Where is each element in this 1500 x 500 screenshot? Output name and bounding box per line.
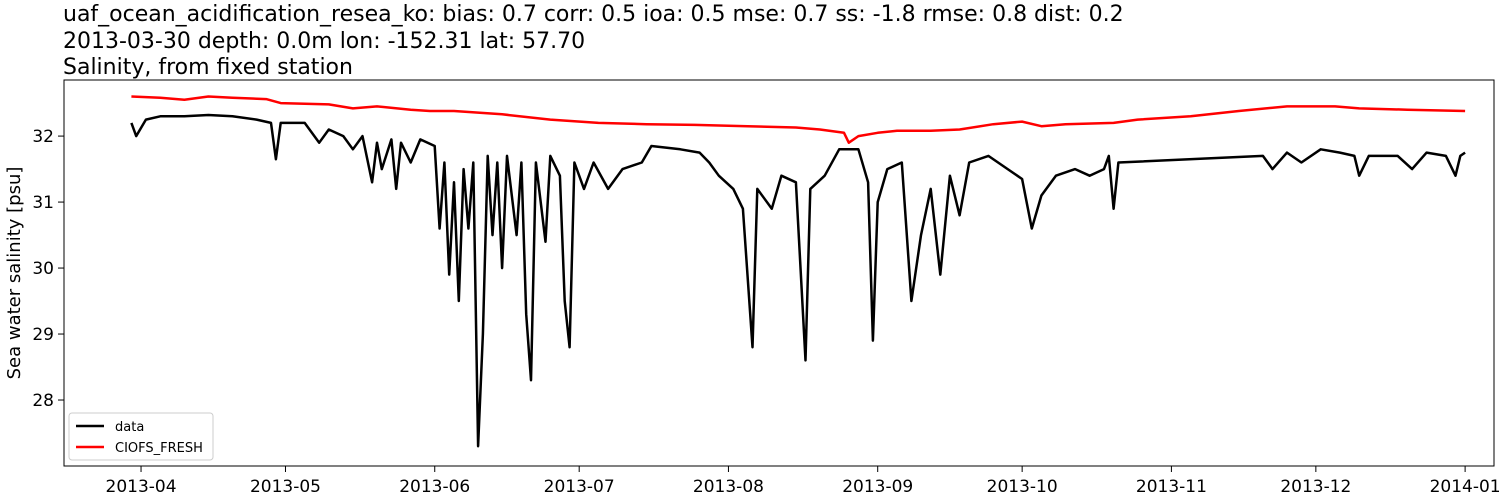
x-tick-label: 2013-04: [106, 477, 177, 497]
y-tick-label: 30: [32, 259, 54, 279]
legend-label-data: data: [115, 420, 144, 435]
x-tick-label: 2013-09: [842, 477, 913, 497]
x-tick-label: 2014-01: [1430, 477, 1500, 497]
y-tick-label: 32: [32, 127, 54, 147]
x-tick-label: 2013-11: [1136, 477, 1207, 497]
x-tick-label: 2013-05: [250, 477, 321, 497]
x-tick-label: 2013-10: [987, 477, 1058, 497]
y-axis-ticks: 28 29 30 31 32: [32, 127, 64, 411]
y-tick-label: 31: [32, 193, 54, 213]
legend: data CIOFS_FRESH: [68, 412, 214, 461]
legend-label-ciofs-fresh: CIOFS_FRESH: [115, 441, 203, 456]
x-tick-label: 2013-07: [544, 477, 615, 497]
x-tick-label: 2013-06: [399, 477, 470, 497]
y-tick-label: 28: [32, 391, 54, 411]
series-line-data: [130, 113, 1466, 448]
series-line-ciofs-fresh: [131, 95, 1466, 144]
legend-box: [68, 412, 214, 461]
chart-title-line-3: Salinity, from fixed station: [63, 55, 353, 80]
x-tick-label: 2013-12: [1280, 477, 1351, 497]
chart-title-line-2: 2013-03-30 depth: 0.0m lon: -152.31 lat:…: [63, 29, 586, 54]
chart-title-line-1: uaf_ocean_acidification_resea_ko: bias: …: [63, 2, 1124, 27]
y-tick-label: 29: [32, 325, 54, 345]
y-axis-label: Sea water salinity [psu]: [4, 167, 25, 380]
plot-frame: [63, 79, 1495, 467]
x-tick-label: 2013-08: [693, 477, 764, 497]
x-axis-ticks: 2013-04 2013-05 2013-06 2013-07 2013-08 2013-…: [106, 466, 1500, 497]
series-layer: [130, 95, 1466, 448]
